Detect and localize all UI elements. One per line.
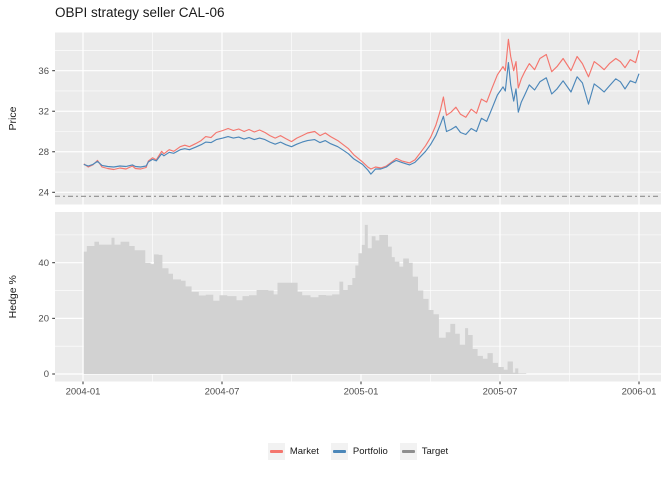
y-axis-price: 24 28 32 36 [38, 66, 55, 198]
x-tick-label: 2004-01 [66, 387, 101, 398]
y-tick-label: 40 [38, 258, 49, 269]
legend-label-market: Market [289, 446, 319, 457]
portfolio-line-swatch [332, 450, 346, 453]
legend-item-portfolio: Portfolio [330, 443, 388, 460]
x-axis: 2004-01 2004-07 2005-01 2005-07 2006-01 [66, 381, 657, 398]
target-line-swatch [401, 450, 415, 453]
price-panel [55, 32, 661, 205]
x-tick-label: 2004-07 [205, 387, 240, 398]
y-tick-label: 32 [38, 106, 49, 117]
y-tick-label: 28 [38, 147, 49, 158]
y-tick-label: 36 [38, 66, 49, 77]
y-axis-hedge: 0 20 40 [38, 258, 55, 380]
portfolio-line [83, 62, 640, 175]
legend-item-market: Market [267, 443, 319, 460]
price-axis-title: Price [7, 106, 19, 130]
legend-key-target [399, 443, 417, 460]
x-tick-label: 2005-01 [344, 387, 379, 398]
market-line-swatch [269, 450, 283, 453]
legend-key-market [267, 443, 285, 460]
chart-title: OBPI strategy seller CAL-06 [55, 5, 225, 20]
y-tick-label: 20 [38, 314, 49, 325]
legend: Market Portfolio Target [55, 443, 661, 460]
market-line [83, 38, 640, 171]
x-tick-label: 2005-07 [483, 387, 518, 398]
hedge-area [83, 224, 640, 374]
y-tick-label: 24 [38, 187, 49, 198]
hedge-panel [55, 212, 661, 382]
price-panel-bg [55, 32, 661, 205]
legend-label-target: Target [421, 446, 449, 457]
hedge-axis-title: Hedge % [7, 275, 19, 318]
legend-key-portfolio [330, 443, 348, 460]
y-tick-label: 0 [44, 369, 49, 380]
legend-label-portfolio: Portfolio [352, 446, 388, 457]
x-tick-label: 2006-01 [622, 387, 657, 398]
legend-item-target: Target [399, 443, 449, 460]
